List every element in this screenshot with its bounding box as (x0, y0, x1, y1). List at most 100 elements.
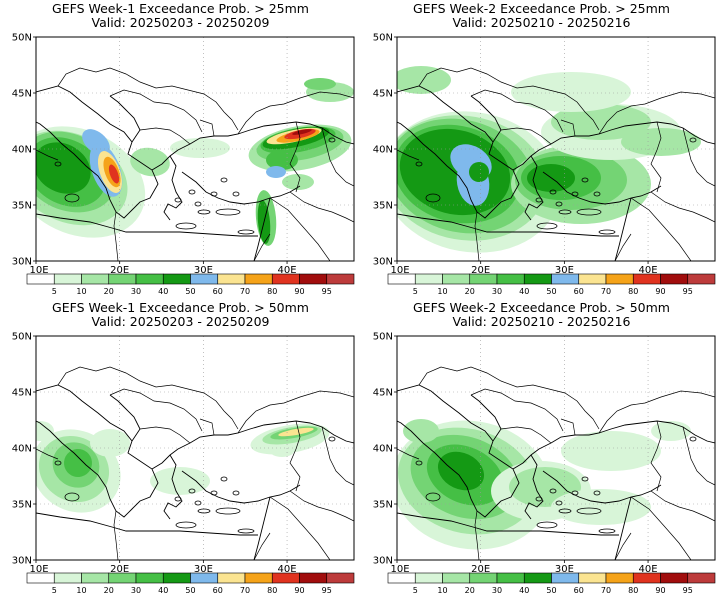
graticule (36, 37, 354, 261)
colorbar-swatch (496, 572, 525, 584)
colorbar: 5 10 20 30 40 50 60 70 80 90 95 (387, 572, 716, 595)
island (54, 460, 62, 466)
colorbar-level-label: 60 (213, 287, 223, 296)
lat-tick-label: 30N (373, 556, 393, 567)
island (593, 490, 601, 496)
colorbar-swatch (326, 572, 355, 584)
lat-tick-label: 40N (12, 444, 32, 455)
island (220, 476, 228, 482)
probability-contour (150, 467, 210, 495)
island (64, 492, 80, 502)
coastline (36, 85, 354, 261)
island (197, 508, 211, 514)
panel-title: GEFS Week-1 Exceedance Prob. > 25mm (52, 1, 309, 16)
colorbar-swatch (387, 273, 416, 285)
lon-tick-label: 20E (110, 564, 129, 575)
colorbar-swatch (217, 273, 246, 285)
island (415, 161, 423, 167)
island (175, 521, 197, 529)
panel-week2-50mm: GEFS Week-2 Exceedance Prob. > 50mm Vali… (361, 299, 722, 598)
colorbar-level-label: 95 (322, 287, 332, 296)
colorbar-swatch (190, 572, 219, 584)
lon-tick-label: 20E (471, 265, 490, 276)
colorbar-swatch (53, 572, 82, 584)
colorbar-level-label: 5 (52, 287, 57, 296)
panel-subtitle: Valid: 20250203 - 20250209 (91, 314, 270, 329)
colorbar-level-label: 20 (104, 287, 114, 296)
lon-tick-label: 40E (639, 564, 658, 575)
colorbar-swatch (578, 273, 607, 285)
island (555, 500, 563, 506)
colorbar-level-label: 90 (655, 287, 665, 296)
graticule (397, 336, 715, 560)
probability-contour (551, 489, 651, 525)
colorbar-swatch (469, 273, 498, 285)
colorbar-swatch (26, 273, 55, 285)
lat-tick-label: 40N (373, 145, 393, 156)
island (174, 496, 182, 502)
colorbar-level-label: 30 (131, 586, 141, 595)
colorbar-swatch (687, 273, 716, 285)
island (425, 193, 441, 203)
colorbar-swatch (135, 273, 164, 285)
island (215, 507, 241, 515)
lon-tick-label: 10E (390, 564, 409, 575)
colorbar-level-label: 60 (574, 287, 584, 296)
panel-title: GEFS Week-2 Exceedance Prob. > 50mm (413, 300, 670, 315)
lat-tick-label: 50N (12, 33, 32, 44)
probability-contour (282, 174, 314, 190)
colorbar-level-label: 50 (185, 586, 195, 595)
lat-tick-label: 45N (373, 388, 393, 399)
probability-contour (511, 72, 631, 112)
lon-tick-label: 30E (194, 564, 213, 575)
colorbar-swatch (551, 572, 580, 584)
island (571, 191, 579, 197)
panel-week1-50mm: GEFS Week-1 Exceedance Prob. > 50mm Vali… (0, 299, 361, 598)
colorbar-swatch (217, 572, 246, 584)
colorbar-level-label: 20 (465, 586, 475, 595)
island (581, 177, 589, 183)
colorbar-level-label: 95 (322, 586, 332, 595)
island (593, 191, 601, 197)
island (558, 209, 572, 215)
colorbar-level-label: 70 (601, 287, 611, 296)
probability-contour (403, 419, 439, 443)
colorbar-swatch (108, 572, 137, 584)
probability-contour (90, 429, 130, 457)
probability-contour (551, 104, 651, 140)
colorbar-swatch (551, 273, 580, 285)
panel-subtitle: Valid: 20250210 - 20250216 (452, 15, 631, 30)
colorbar-level-label: 5 (413, 586, 418, 595)
colorbar-level-label: 5 (52, 586, 57, 595)
colorbar-swatch (687, 572, 716, 584)
coastline (397, 85, 715, 261)
colorbar-swatch (387, 572, 416, 584)
colorbar-level-label: 30 (492, 287, 502, 296)
lon-tick-label: 30E (555, 265, 574, 276)
colorbar-swatch (271, 273, 300, 285)
colorbar-swatch (162, 273, 191, 285)
island (188, 488, 196, 494)
lon-tick-label: 10E (29, 564, 48, 575)
island (54, 161, 62, 167)
colorbar-level-label: 70 (601, 586, 611, 595)
lat-tick-label: 40N (12, 145, 32, 156)
island (197, 209, 211, 215)
colorbar-swatch (442, 273, 471, 285)
lat-tick-label: 35N (373, 500, 393, 511)
island (536, 521, 558, 529)
graticule (36, 336, 354, 560)
colorbar-swatch (523, 273, 552, 285)
probability-contour (266, 166, 286, 178)
probability-contour (64, 449, 92, 477)
probability-contour (130, 147, 170, 177)
island (174, 197, 182, 203)
probability-contour (108, 164, 120, 184)
island (194, 500, 202, 506)
colorbar-swatch (414, 572, 443, 584)
probability-contour (36, 421, 54, 441)
colorbar-level-label: 80 (267, 287, 277, 296)
probability-contour (36, 142, 91, 194)
lat-tick-label: 45N (12, 388, 32, 399)
colorbar-level-label: 80 (267, 586, 277, 595)
